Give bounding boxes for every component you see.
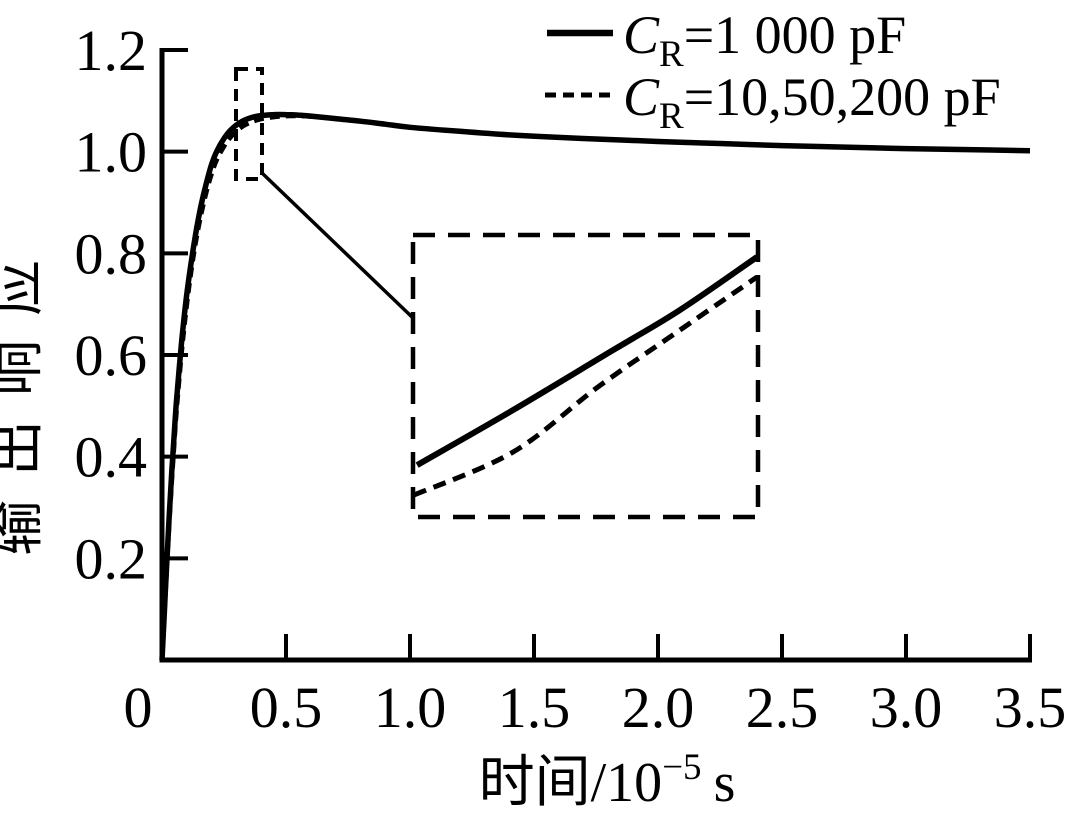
x-tick-label: 0.5 <box>250 675 323 740</box>
inset-curve-dashed <box>413 274 759 498</box>
curve-solid <box>159 111 1031 661</box>
y-axis-title: 输出响应 <box>0 236 49 556</box>
legend-entry-solid: CR=1 000 pF <box>623 5 906 75</box>
x-tick-label: 1.0 <box>374 675 447 740</box>
x-axis-ticks <box>284 634 1032 660</box>
x-tick-labels: 0.5 1.0 1.5 2.0 2.5 3.0 3.5 <box>250 675 1067 740</box>
x-tick-label: 1.5 <box>498 675 571 740</box>
inset-zoom-curves <box>413 254 759 498</box>
legend-entry-dashed: CR=10,50,200 pF <box>623 67 1001 137</box>
data-curves <box>159 111 1031 661</box>
zoom-source-box <box>234 67 264 181</box>
x-tick-label: 3.0 <box>870 675 943 740</box>
y-tick-label: 0.4 <box>75 425 148 490</box>
inset-curve-solid <box>415 254 759 468</box>
y-tick-label: 0.8 <box>75 221 148 286</box>
y-tick-label: 0.2 <box>75 526 148 591</box>
zoom-connector-line <box>260 171 414 319</box>
y-tick-label: 1.0 <box>75 120 148 185</box>
x-tick-label: 3.5 <box>994 675 1067 740</box>
y-tick-label: 1.2 <box>75 18 148 83</box>
x-tick-label: 2.0 <box>622 675 695 740</box>
y-tick-label: 0.6 <box>75 323 148 388</box>
legend: CR=1 000 pF CR=10,50,200 pF <box>545 5 1001 137</box>
x-axis-title: 时间/10−5 s <box>479 747 736 814</box>
x-tick-label: 2.5 <box>746 675 819 740</box>
y-tick-labels: 0.2 0.4 0.6 0.8 1.0 1.2 <box>75 18 148 591</box>
origin-tick-label: 0 <box>124 675 153 740</box>
